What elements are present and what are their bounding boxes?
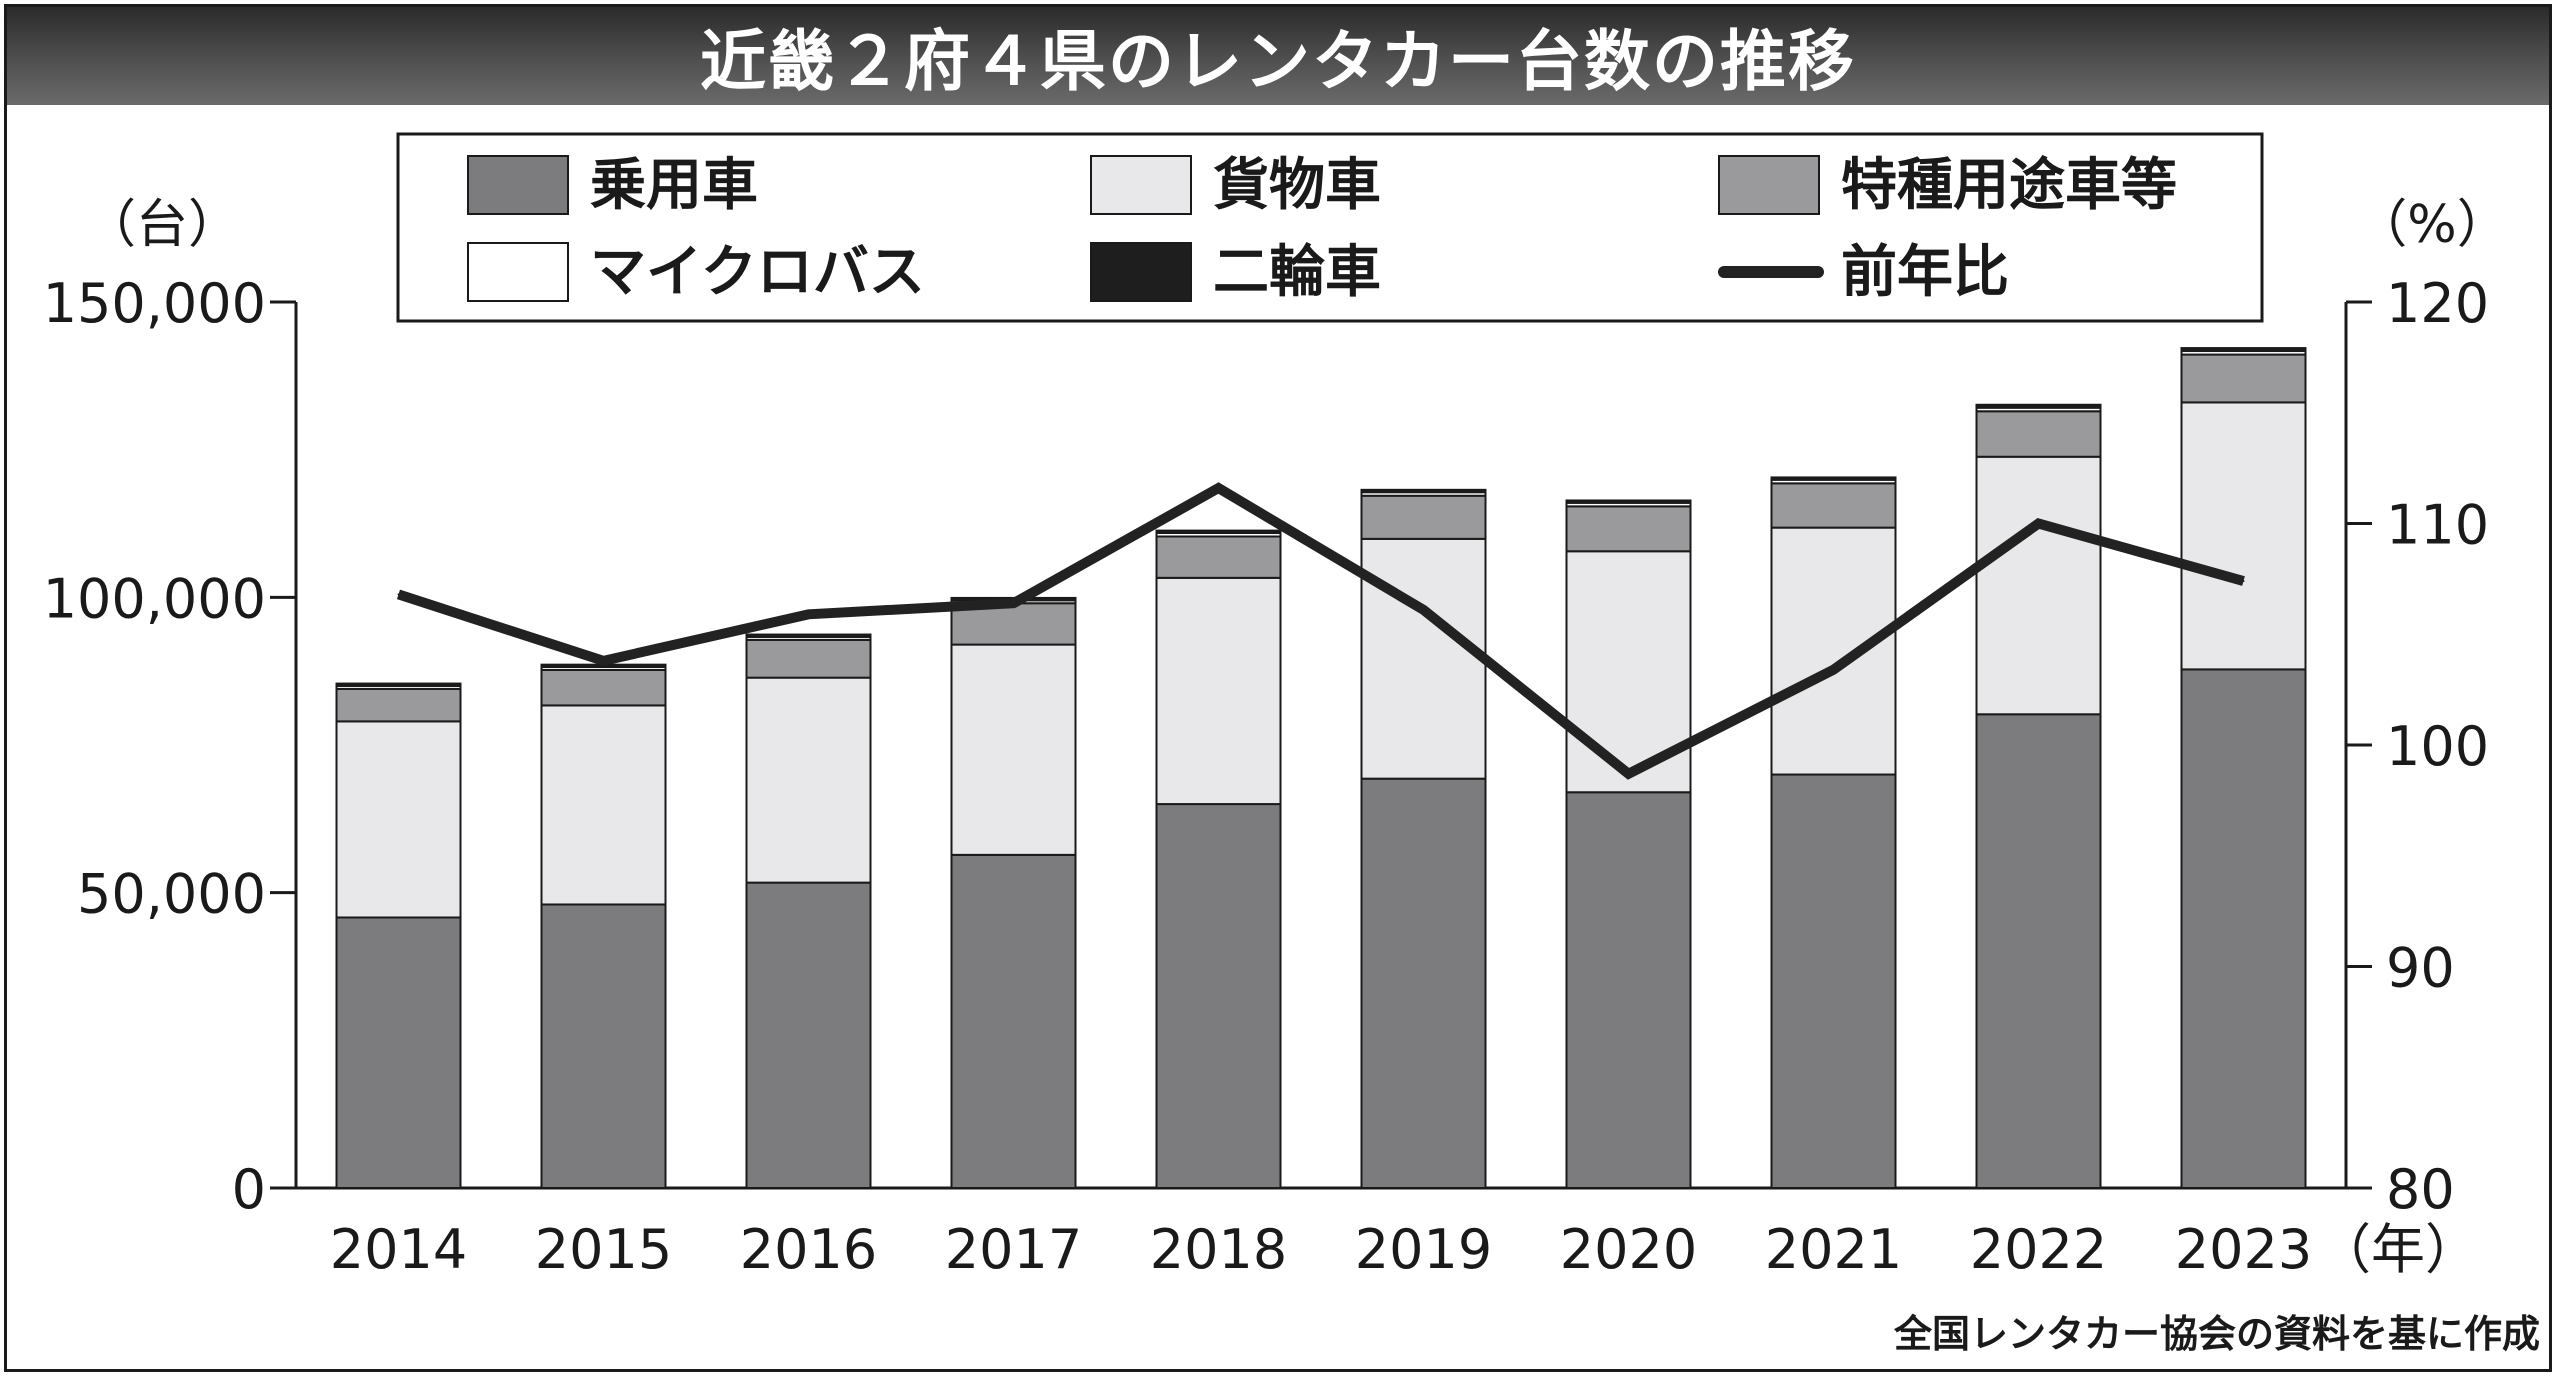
bar-segment-1: [950, 853, 1077, 1189]
left-axis-unit: （台）: [84, 195, 240, 255]
x-tick-label: 2021: [1765, 1218, 1902, 1281]
right-tick-label: 120: [2386, 272, 2489, 335]
bar-segment-5: [1975, 403, 2102, 409]
bar-segment-3: [540, 668, 667, 707]
ratio-point: [1012, 602, 1015, 605]
bar-segment-5: [1565, 499, 1692, 504]
ratio-point: [2037, 522, 2040, 525]
left-tick-label: 0: [232, 1158, 266, 1221]
x-tick-label: 2019: [1355, 1218, 1492, 1281]
bar-segment-5: [2180, 347, 2307, 353]
bar-segment-1: [1975, 713, 2102, 1189]
bar-segment-5: [1770, 476, 1897, 481]
legend-swatch-5: [1090, 242, 1192, 302]
legend-swatch-3: [1718, 155, 1820, 215]
ratio-point: [1217, 487, 1220, 490]
left-tick-label: 100,000: [43, 567, 266, 630]
bar-segment-2: [1975, 455, 2102, 716]
bar-segment-3: [1770, 482, 1897, 529]
legend-swatch-1: [467, 155, 569, 215]
ratio-point: [1832, 668, 1835, 671]
bar-segment-1: [335, 916, 462, 1189]
bar-segment-1: [745, 881, 872, 1189]
x-tick-label: 2022: [1970, 1218, 2107, 1281]
bar-segment-1: [1565, 791, 1692, 1190]
legend-swatch-4: [467, 242, 569, 302]
x-tick-label: 2018: [1150, 1218, 1287, 1281]
x-tick-label: 2015: [535, 1218, 672, 1281]
bar-segment-2: [335, 720, 462, 919]
bar-segment-2: [1770, 526, 1897, 776]
legend-label-4: マイクロバス: [590, 240, 925, 305]
legend-label-5: 二輪車: [1213, 240, 1381, 305]
right-tick-label: 110: [2386, 494, 2489, 557]
bar-segment-1: [540, 903, 667, 1189]
bar-segment-3: [745, 638, 872, 679]
bar-segment-2: [1360, 537, 1487, 780]
legend-label-line: 前年比: [1841, 240, 2009, 305]
x-tick-label: 2016: [740, 1218, 877, 1281]
legend-label-3: 特種用途車等: [1841, 153, 2177, 218]
bar-segment-5: [335, 682, 462, 687]
legend-label-2: 貨物車: [1213, 153, 1381, 218]
source-note: 全国レンタカー協会の資料を基に作成: [1893, 1312, 2540, 1356]
bar-segment-3: [1155, 535, 1282, 579]
x-tick-label: 2023: [2175, 1218, 2312, 1281]
ratio-point: [1627, 772, 1630, 775]
bar-segment-2: [1155, 576, 1282, 806]
ratio-point: [2242, 580, 2245, 583]
x-axis-unit: （年）: [2317, 1218, 2479, 1281]
bar-segment-5: [745, 633, 872, 638]
left-tick-label: 50,000: [77, 863, 266, 926]
right-tick-label: 100: [2386, 715, 2489, 778]
legend-swatch-2: [1090, 155, 1192, 215]
ratio-point: [602, 659, 605, 662]
bar-segment-2: [950, 643, 1077, 856]
bar-segment-1: [2180, 668, 2307, 1189]
bar-segment-3: [1565, 505, 1692, 553]
ratio-point: [1422, 608, 1425, 611]
x-tick-label: 2014: [330, 1218, 467, 1281]
right-tick-label: 90: [2386, 937, 2455, 1000]
bar-segment-2: [745, 676, 872, 884]
ratio-point: [397, 593, 400, 596]
left-tick-label: 150,000: [43, 272, 266, 335]
bar-segment-1: [1770, 773, 1897, 1189]
bar-segment-5: [1360, 488, 1487, 494]
bar-segment-1: [1155, 803, 1282, 1189]
x-tick-label: 2020: [1560, 1218, 1697, 1281]
bar-segment-5: [1155, 529, 1282, 534]
ratio-line: [396, 482, 2245, 780]
bar-segment-3: [1360, 494, 1487, 540]
bar-segment-3: [2180, 353, 2307, 404]
chart-title: 近畿２府４県のレンタカー台数の推移: [700, 23, 1856, 100]
bar-segment-3: [1975, 410, 2102, 458]
title-bar: 近畿２府４県のレンタカー台数の推移: [7, 7, 2549, 105]
bar-segment-2: [540, 704, 667, 906]
bar-segment-1: [1360, 777, 1487, 1190]
ratio-point: [807, 613, 810, 616]
right-axis-unit: （%）: [2355, 195, 2508, 255]
x-tick-label: 2017: [945, 1218, 1082, 1281]
bar-segment-2: [2180, 401, 2307, 671]
bar-segment-3: [335, 687, 462, 723]
legend-box: [396, 132, 2264, 323]
right-tick-label: 80: [2386, 1158, 2455, 1221]
legend-label-1: 乗用車: [590, 153, 758, 218]
